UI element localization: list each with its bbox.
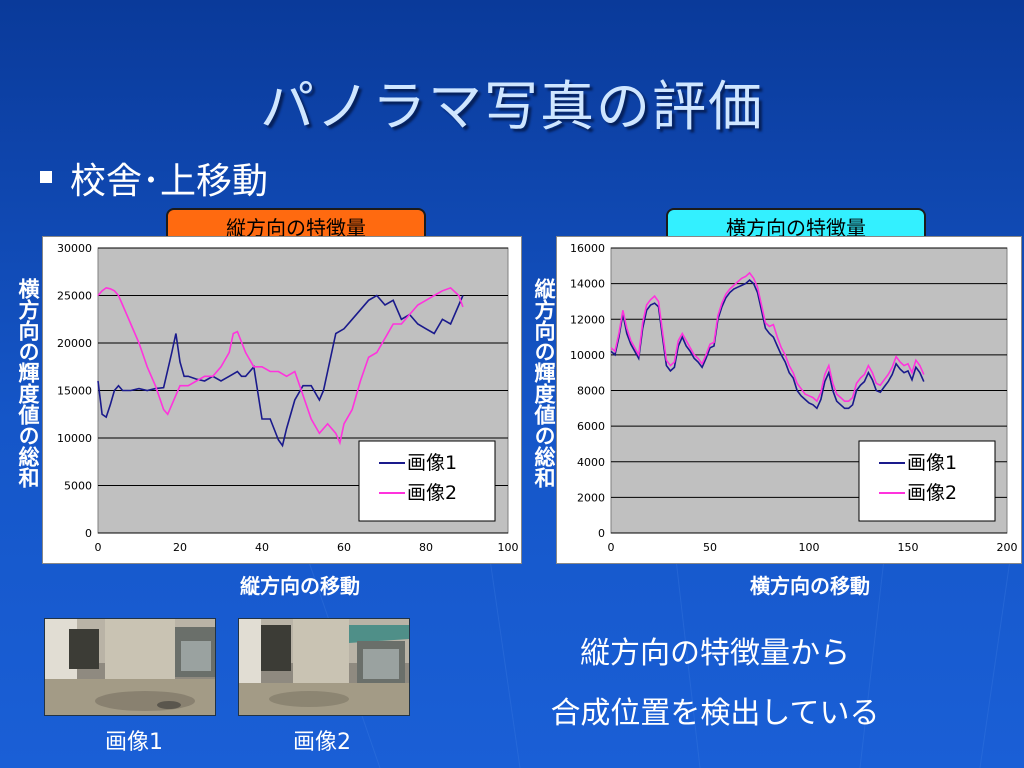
- x-tick-label: 150: [898, 541, 919, 554]
- legend-box: [358, 440, 496, 522]
- chart2-container: 0 2000 4000 6000 8000 10000 12000 14000 16000 0 50…: [556, 236, 1022, 564]
- y-tick-label: 2000: [577, 491, 605, 504]
- bullet-square-icon: [40, 171, 52, 183]
- photo2-drawing: [239, 619, 409, 715]
- y-tick-label: 12000: [570, 313, 605, 326]
- x-tick-label: 40: [255, 541, 269, 554]
- y-tick-label: 30000: [57, 242, 92, 255]
- y-tick-label: 8000: [577, 385, 605, 398]
- photo1-drawing: [45, 619, 215, 715]
- bullet-text: 校舎･上移動: [70, 161, 269, 202]
- chart1-svg: 0 5000 10000 15000 20000 25000 30000 0 20 40 60 80 1…: [57, 242, 519, 554]
- chart2-svg: 0 2000 4000 6000 8000 10000 12000 14000 16000 0 50…: [570, 242, 1018, 554]
- chart1-xlabel: 縦方向の移動: [240, 574, 360, 598]
- x-tick-label: 100: [498, 541, 519, 554]
- x-tick-label: 80: [419, 541, 433, 554]
- series-line-2: [97, 286, 464, 446]
- y-tick-label: 20000: [57, 337, 92, 350]
- x-tick-label: 50: [703, 541, 717, 554]
- note-line1: 縦方向の特徴量から: [580, 636, 850, 671]
- chart2-ylabel: 縦方向の輝度値の総和: [532, 278, 556, 488]
- y-tick-label: 16000: [570, 242, 605, 255]
- photo1-caption: 画像1: [105, 730, 163, 755]
- y-tick-label: 6000: [577, 420, 605, 433]
- page-title: パノラマ写真の評価: [260, 75, 764, 138]
- bullet-item: 校舎･上移動: [40, 152, 268, 204]
- y-tick-label: 25000: [57, 290, 92, 303]
- legend-label: 画像1: [907, 452, 957, 474]
- legend-label: 画像2: [407, 482, 457, 504]
- chart1-container: 0 5000 10000 15000 20000 25000 30000 0 20 40 60 80 1…: [42, 236, 522, 564]
- note-line2: 合成位置を検出している: [550, 696, 880, 731]
- x-tick-label: 60: [337, 541, 351, 554]
- y-tick-label: 10000: [57, 432, 92, 445]
- series-line-1: [97, 294, 464, 448]
- legend-label: 画像1: [407, 452, 457, 474]
- chart2-xlabel: 横方向の移動: [750, 574, 870, 598]
- x-tick-label: 100: [799, 541, 820, 554]
- y-tick-label: 10000: [570, 349, 605, 362]
- x-tick-label: 0: [608, 541, 615, 554]
- y-tick-label: 5000: [64, 480, 92, 493]
- x-tick-label: 200: [997, 541, 1018, 554]
- photo-image1: [44, 618, 216, 716]
- series-line-2: [610, 271, 925, 403]
- y-tick-label: 14000: [570, 278, 605, 291]
- chart1-ylabel: 横方向の輝度値の総和: [16, 278, 40, 488]
- x-tick-label: 20: [173, 541, 187, 554]
- photo-image2: [238, 618, 410, 716]
- legend-label: 画像2: [907, 482, 957, 504]
- photo2-caption: 画像2: [293, 730, 351, 755]
- y-tick-label: 4000: [577, 456, 605, 469]
- legend-box: [858, 440, 996, 522]
- y-tick-label: 0: [85, 527, 92, 540]
- y-tick-label: 0: [598, 527, 605, 540]
- y-tick-label: 15000: [57, 385, 92, 398]
- x-tick-label: 0: [95, 541, 102, 554]
